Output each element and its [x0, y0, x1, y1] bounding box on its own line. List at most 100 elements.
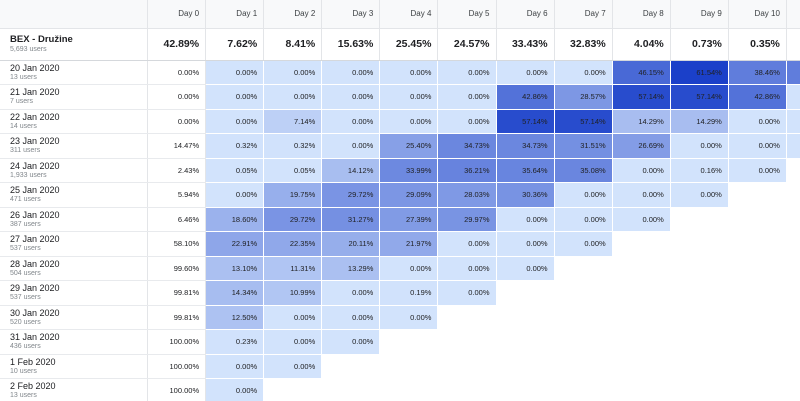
- cohort-date: 26 Jan 2020: [10, 209, 60, 220]
- empty-cell: [321, 354, 380, 379]
- cohort-date: 24 Jan 2020: [10, 160, 60, 171]
- empty-cell: [437, 354, 497, 379]
- retention-cell-day-1: 0.32%: [205, 133, 265, 159]
- retention-cell-day-2: 7.14%: [263, 109, 323, 134]
- retention-cell-day-5: 0.00%: [437, 84, 497, 110]
- retention-cell-day-3: 0.00%: [321, 305, 381, 330]
- empty-cell: [728, 256, 787, 281]
- cohort-users: 311 users: [10, 147, 41, 155]
- empty-cell: [379, 378, 438, 401]
- retention-cell-day-2: 10.99%: [263, 280, 323, 306]
- cohort-row: 28 Jan 2020 504 users 99.60% 13.10% 11.31% 13…: [0, 256, 800, 281]
- empty-cell: [670, 280, 729, 305]
- retention-cell-day-11: 0.00%: [786, 84, 800, 110]
- empty-cell: [496, 378, 555, 401]
- retention-cell-day-1: 0.00%: [205, 354, 265, 379]
- retention-cell-day-1: 0.23%: [205, 329, 265, 355]
- retention-cell-day-4: 0.00%: [379, 60, 439, 85]
- cohort-users: 7 users: [10, 98, 33, 106]
- totals-value-day-1: 7.62%: [205, 28, 265, 61]
- retention-cell-day-9: 0.16%: [670, 158, 729, 183]
- retention-cell-day-5: 0.00%: [437, 231, 497, 257]
- retention-cell-day-8: 0.00%: [612, 158, 671, 183]
- totals-value-day-4: 25.45%: [379, 28, 439, 61]
- empty-cell: [786, 280, 800, 305]
- retention-cell-day-10: 42.86%: [728, 84, 787, 110]
- column-header-day-0[interactable]: Day 0: [147, 0, 207, 29]
- retention-cell-day-2: 0.05%: [263, 158, 323, 183]
- retention-cell-day-2: 11.31%: [263, 256, 323, 281]
- retention-cell-day-0: 14.47%: [147, 133, 207, 159]
- totals-value-day-0: 42.89%: [147, 28, 207, 61]
- column-header-day-11[interactable]: Day 11: [786, 0, 800, 29]
- retention-cell-day-0: 100.00%: [147, 378, 207, 401]
- retention-cell-day-8: 14.29%: [612, 109, 671, 134]
- column-header-day-1[interactable]: Day 1: [205, 0, 265, 29]
- empty-cell: [379, 354, 438, 379]
- empty-cell: [670, 354, 729, 379]
- retention-cell-day-9: 0.00%: [670, 133, 729, 159]
- empty-cell: [612, 280, 671, 305]
- retention-cell-day-4: 29.09%: [379, 182, 439, 208]
- column-header-day-6[interactable]: Day 6: [496, 0, 555, 29]
- empty-cell: [728, 305, 787, 330]
- retention-cell-day-9: 0.00%: [670, 182, 729, 208]
- retention-cell-day-6: 57.14%: [496, 109, 555, 134]
- cohort-label-cell: 30 Jan 2020 520 users: [0, 305, 149, 330]
- retention-cell-day-1: 0.00%: [205, 182, 265, 208]
- cohort-users: 1,933 users: [10, 171, 47, 179]
- empty-cell: [554, 280, 613, 305]
- retention-cell-day-6: 42.86%: [496, 84, 555, 110]
- cohort-row: 31 Jan 2020 436 users 100.00% 0.23% 0.00% 0.0…: [0, 329, 800, 355]
- empty-cell: [728, 378, 787, 401]
- cohort-date: 31 Jan 2020: [10, 332, 60, 343]
- column-header-day-3[interactable]: Day 3: [321, 0, 381, 29]
- totals-value-day-6: 33.43%: [496, 28, 555, 61]
- retention-cell-day-3: 13.29%: [321, 256, 381, 281]
- empty-cell: [496, 280, 555, 305]
- totals-row: BEX - Družine 5,693 users 42.89% 7.62% 8.4…: [0, 28, 800, 61]
- retention-cell-day-0: 0.00%: [147, 60, 207, 85]
- retention-cell-day-5: 0.00%: [437, 256, 497, 281]
- empty-cell: [554, 354, 613, 379]
- cohort-row: 30 Jan 2020 520 users 99.81% 12.50% 0.00% 0.0…: [0, 305, 800, 330]
- cohort-date: 2 Feb 2020: [10, 381, 56, 392]
- empty-cell: [670, 207, 729, 232]
- totals-value-day-8: 4.04%: [612, 28, 671, 61]
- retention-cell-day-0: 58.10%: [147, 231, 207, 257]
- retention-cell-day-8: 57.14%: [612, 84, 671, 110]
- retention-cell-day-1: 0.00%: [205, 60, 265, 85]
- column-header-day-4[interactable]: Day 4: [379, 0, 439, 29]
- cohort-users: 10 users: [10, 367, 37, 375]
- retention-cell-day-11: 0.00%: [786, 133, 800, 159]
- empty-cell: [786, 256, 800, 281]
- cohort-users: 471 users: [10, 196, 41, 204]
- retention-cell-day-9: 57.14%: [670, 84, 729, 110]
- column-header-day-7[interactable]: Day 7: [554, 0, 613, 29]
- retention-cell-day-5: 0.00%: [437, 109, 497, 134]
- empty-cell: [786, 207, 800, 232]
- cohort-users: 13 users: [10, 392, 37, 400]
- column-header-day-10[interactable]: Day 10: [728, 0, 787, 29]
- retention-cell-day-0: 99.81%: [147, 280, 207, 306]
- retention-cell-day-2: 19.75%: [263, 182, 323, 208]
- retention-cell-day-10: 0.00%: [728, 109, 787, 134]
- retention-cell-day-3: 0.00%: [321, 329, 381, 355]
- cohort-row: 25 Jan 2020 471 users 5.94% 0.00% 19.75% 29.7…: [0, 182, 800, 208]
- column-header-day-2[interactable]: Day 2: [263, 0, 323, 29]
- cohort-date: 29 Jan 2020: [10, 283, 60, 294]
- retention-cell-day-5: 29.97%: [437, 207, 497, 232]
- retention-cell-day-5: 0.00%: [437, 280, 497, 306]
- column-header-day-5[interactable]: Day 5: [437, 0, 497, 29]
- empty-cell: [670, 231, 729, 256]
- retention-cell-day-8: 46.15%: [612, 60, 671, 85]
- cohort-users: 537 users: [10, 245, 41, 253]
- column-header-day-8[interactable]: Day 8: [612, 0, 671, 29]
- cohort-label-cell: 21 Jan 2020 7 users: [0, 84, 149, 110]
- retention-cell-day-6: 30.36%: [496, 182, 555, 208]
- totals-value-day-3: 15.63%: [321, 28, 381, 61]
- retention-cell-day-7: 0.00%: [554, 207, 613, 232]
- column-header-day-9[interactable]: Day 9: [670, 0, 729, 29]
- empty-cell: [786, 378, 800, 401]
